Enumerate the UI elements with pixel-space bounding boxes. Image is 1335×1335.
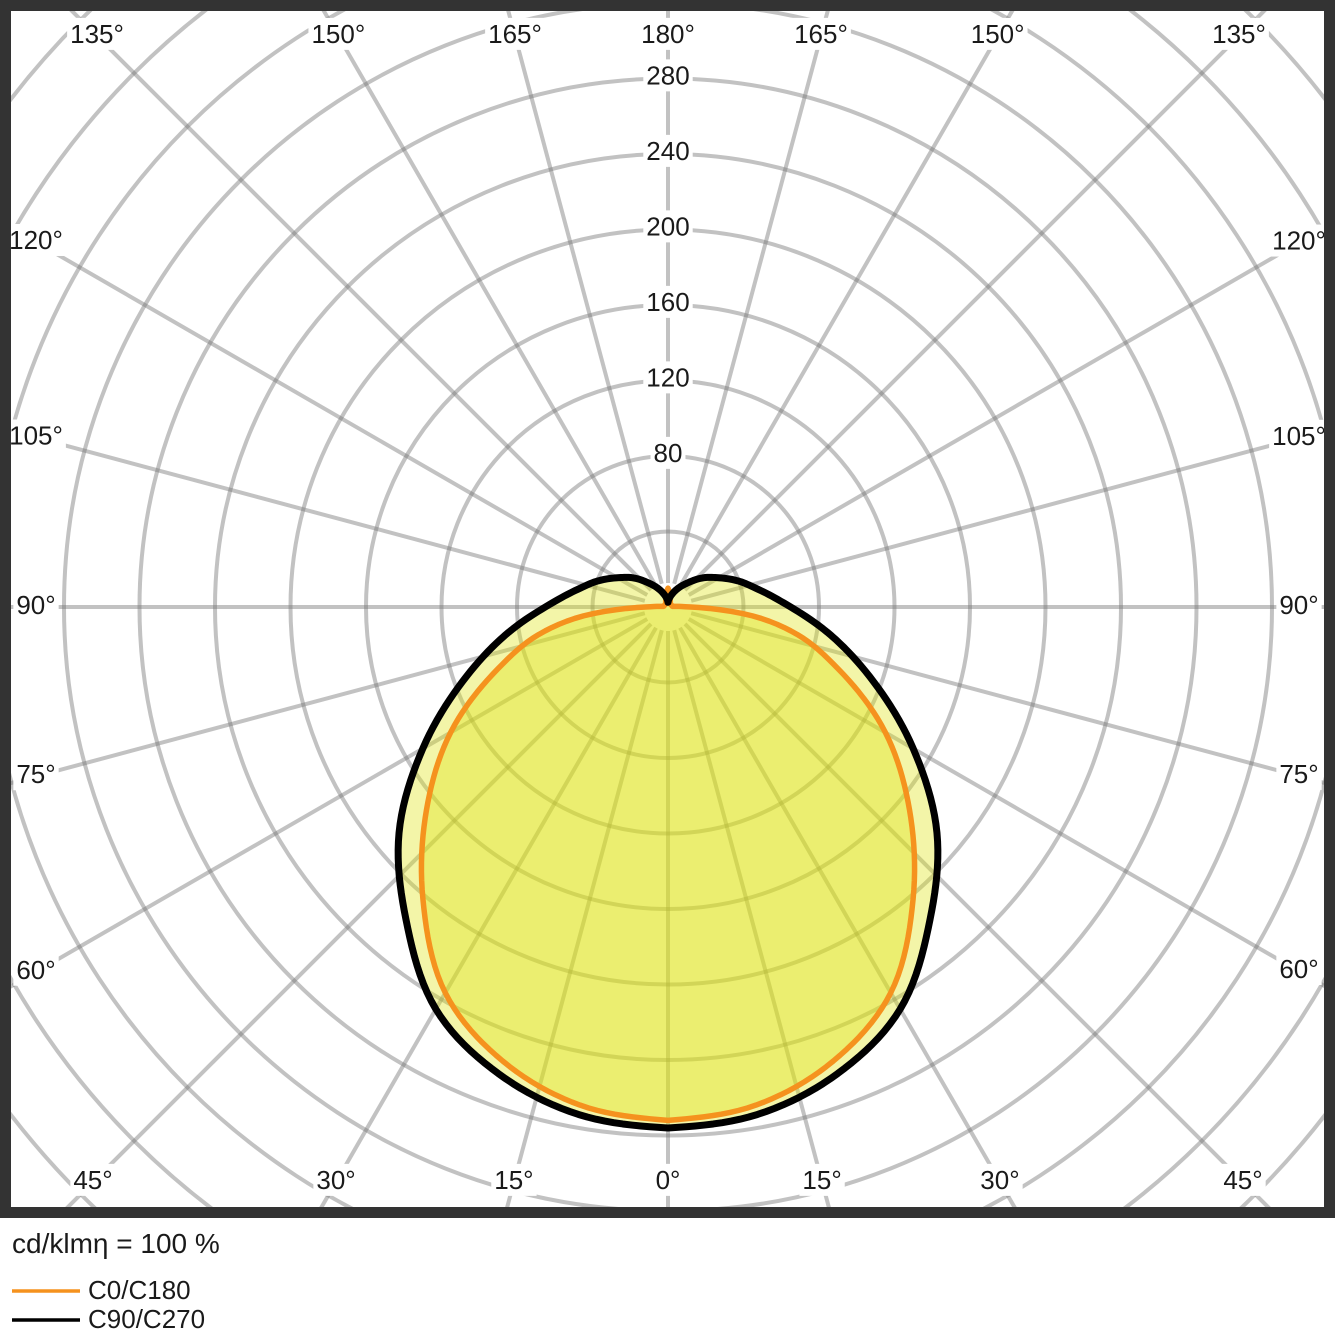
label-halo: [313, 1163, 359, 1196]
angle-tick-label: 0°: [656, 1165, 681, 1195]
label-halo: [1220, 1163, 1266, 1196]
angle-tick-label: 165°: [794, 19, 848, 49]
radial-tick-label: 160: [646, 287, 689, 317]
angle-tick-label: 15°: [802, 1165, 841, 1195]
angle-tick-label: 165°: [488, 19, 542, 49]
curve-c90-c270: [394, 573, 942, 1132]
angle-tick-label: 30°: [316, 1165, 355, 1195]
legend-item-c90-c270: C90/C270: [0, 1304, 1335, 1334]
label-halo: [643, 285, 693, 318]
label-halo: [491, 1163, 537, 1196]
legend-line-c90-c270-icon: [12, 1317, 80, 1322]
plot-frame: [0, 0, 1335, 1218]
angle-tick-label: 45°: [1223, 1165, 1262, 1195]
axis-labels: 80 120 160 200 240 280 0° 15° 30° 45° 60° 75° 90° 105…: [6, 17, 1329, 1196]
label-halo: [6, 223, 66, 256]
angle-tick-label: 135°: [1212, 19, 1266, 49]
polar-chart: 80 120 160 200 240 280 0° 15° 30° 45° 60° 75° 90° 105…: [0, 0, 1335, 1218]
label-halo: [799, 1163, 845, 1196]
label-halo: [643, 59, 693, 92]
legend-label-c90-c270: C90/C270: [88, 1304, 206, 1334]
label-halo: [1269, 419, 1329, 452]
angle-tick-label: 105°: [9, 421, 63, 451]
label-halo: [1276, 757, 1322, 790]
label-halo: [643, 361, 693, 394]
radial-tick-label: 200: [646, 211, 689, 241]
label-halo: [1276, 588, 1322, 621]
angle-tick-label: 180°: [641, 19, 695, 49]
angle-tick-label: 90°: [16, 590, 55, 620]
angle-tick-label: 60°: [16, 955, 55, 985]
legend-line-c0-c180-icon: [12, 1288, 80, 1293]
label-halo: [967, 17, 1028, 50]
label-halo: [308, 17, 369, 50]
label-halo: [13, 758, 59, 791]
legend-item-c0-c180: C0/C180: [0, 1275, 1335, 1305]
label-halo: [638, 17, 698, 50]
curve-fill-c0-c180: [421, 588, 915, 1121]
curve-fill-c90-c270: [398, 577, 938, 1128]
legend: C0/C180 C90/C270: [0, 1275, 1335, 1334]
radial-tick-label: 80: [654, 438, 683, 468]
angle-tick-label: 150°: [971, 19, 1025, 49]
radial-tick-label: 280: [646, 60, 689, 90]
label-halo: [13, 588, 59, 621]
angle-tick-label: 45°: [73, 1165, 112, 1195]
angle-tick-label: 105°: [1272, 421, 1326, 451]
label-halo: [485, 17, 545, 50]
efficiency-note: cd/klmη = 100 %: [12, 1228, 220, 1259]
legend-label-c0-c180: C0/C180: [88, 1275, 191, 1305]
angle-tick-label: 150°: [311, 19, 365, 49]
radial-tick-label: 240: [646, 136, 689, 166]
angle-tick-label: 60°: [1279, 954, 1318, 984]
intensity-curves: [394, 573, 942, 1132]
label-halo: [791, 17, 851, 50]
label-halo: [977, 1163, 1023, 1196]
label-halo: [1269, 224, 1329, 257]
label-halo: [67, 17, 127, 50]
angle-tick-label: 30°: [980, 1165, 1019, 1195]
label-halo: [643, 210, 693, 243]
label-halo: [652, 1163, 684, 1196]
angle-tick-label: 135°: [70, 19, 124, 49]
angle-tick-label: 90°: [1279, 590, 1318, 620]
label-halo: [6, 419, 66, 452]
angle-tick-label: 15°: [494, 1165, 533, 1195]
label-halo: [650, 436, 686, 469]
label-halo: [643, 134, 693, 167]
label-halo: [70, 1163, 116, 1196]
label-halo: [1276, 953, 1322, 986]
curve-c0-c180: [418, 585, 918, 1124]
angle-tick-label: 75°: [16, 759, 55, 789]
label-halo: [13, 953, 59, 986]
angle-tick-label: 120°: [1272, 226, 1326, 256]
label-halo: [1209, 17, 1269, 50]
angle-tick-label: 75°: [1279, 759, 1318, 789]
radial-tick-label: 120: [646, 362, 689, 392]
angle-tick-label: 120°: [9, 225, 63, 255]
